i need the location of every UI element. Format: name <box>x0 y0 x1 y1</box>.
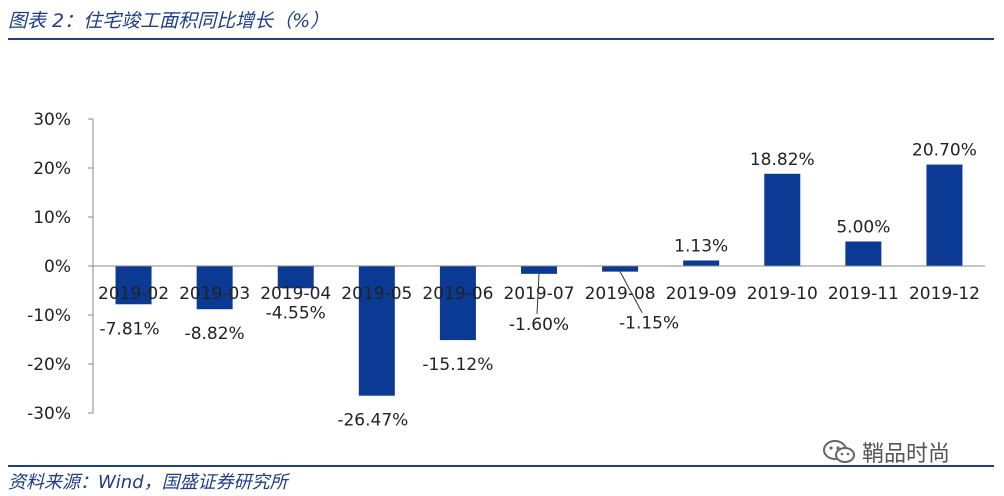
leader-line <box>536 273 540 314</box>
data-label: 5.00% <box>836 218 890 238</box>
data-label: -1.15% <box>619 314 679 334</box>
x-tick-label: 2019-11 <box>828 284 899 304</box>
source-note: 资料来源：Wind，国盛证券研究所 <box>8 472 288 493</box>
x-tick-label: 2019-03 <box>179 284 250 304</box>
bar <box>358 266 395 396</box>
data-label: -26.47% <box>337 411 408 431</box>
bar <box>683 260 720 266</box>
data-label: -8.82% <box>185 324 245 344</box>
y-tick-label: 0% <box>44 257 71 277</box>
x-tick-label: 2019-04 <box>260 284 331 304</box>
y-tick-label: 10% <box>33 208 71 228</box>
bar <box>115 266 152 305</box>
data-label: 1.13% <box>674 236 728 256</box>
bar <box>521 266 557 274</box>
header-rule <box>8 38 994 40</box>
data-label: -7.81% <box>99 319 159 339</box>
data-label: -15.12% <box>422 355 493 375</box>
x-tick-label: 2019-10 <box>747 284 818 304</box>
bar <box>277 266 314 289</box>
bar <box>764 173 801 266</box>
bar <box>602 266 639 272</box>
bar <box>196 266 233 310</box>
bar <box>926 164 963 266</box>
x-tick-label: 2019-02 <box>98 284 169 304</box>
x-tick-label: 2019-12 <box>909 284 980 304</box>
wechat-icon <box>823 440 855 463</box>
watermark: 鞘品时尚 <box>822 438 951 467</box>
chart-title: 图表 2：住宅竣工面积同比增长（%） <box>8 10 330 32</box>
y-tick-label: -20% <box>27 355 71 375</box>
bar <box>845 241 882 266</box>
y-tick-label: 30% <box>33 110 71 130</box>
watermark-text: 鞘品时尚 <box>862 442 951 467</box>
y-tick-label: -30% <box>27 404 71 424</box>
x-tick-label: 2019-07 <box>503 284 574 304</box>
x-tick-label: 2019-05 <box>341 284 412 304</box>
data-label: 18.82% <box>750 150 815 170</box>
x-tick-label: 2019-06 <box>422 284 493 304</box>
x-tick-label: 2019-08 <box>585 284 656 304</box>
data-label: -1.60% <box>509 315 569 335</box>
footer-rule <box>8 465 994 467</box>
y-tick-label: 20% <box>33 159 71 179</box>
leader-line <box>619 271 643 313</box>
y-tick-label: -10% <box>27 306 71 326</box>
x-tick-label: 2019-09 <box>666 284 737 304</box>
data-label: 20.70% <box>912 141 977 161</box>
bar <box>439 266 476 341</box>
data-label: -4.55% <box>266 303 326 323</box>
